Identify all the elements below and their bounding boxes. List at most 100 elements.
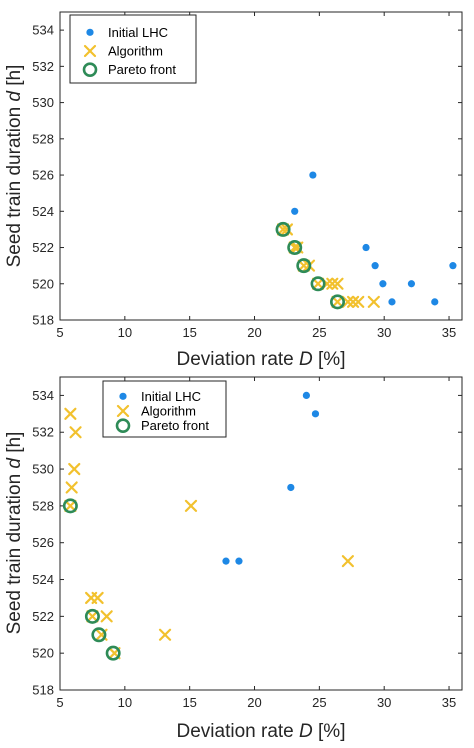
y-tick-label: 520 (32, 276, 54, 291)
x-tick-label: 10 (118, 695, 132, 710)
initial-lhc-point (222, 557, 230, 565)
legend-marker-pareto-front (82, 62, 98, 77)
x-axis-label-text: Deviation rate (177, 349, 300, 370)
series-pareto-front (62, 498, 121, 661)
initial-lhc-point (287, 483, 295, 492)
algorithm-point (311, 277, 325, 290)
legend-label-algorithm: Algorithm (108, 44, 163, 59)
algorithm-point (352, 295, 365, 308)
initial-lhc-point (309, 171, 317, 179)
algorithm-point (276, 223, 290, 236)
algorithm-point (100, 610, 113, 623)
pareto-front-point (296, 258, 312, 274)
y-axis-label-var: d (4, 457, 25, 469)
algorithm-point (341, 555, 354, 568)
pareto-front-point (287, 240, 303, 256)
algorithm-point (367, 295, 380, 308)
x-tick-label: 30 (377, 325, 391, 340)
legend-label-initial-lhc: Initial LHC (108, 25, 168, 40)
initial-lhc-point (291, 207, 299, 215)
x-tick-label: 25 (312, 325, 326, 340)
series-algorithm (276, 223, 380, 308)
legend-marker-algorithm (83, 44, 97, 58)
pareto-front-point (310, 276, 326, 292)
y-tick-label: 528 (32, 498, 54, 513)
y-tick-label: 520 (32, 646, 54, 661)
pareto-front-point (105, 645, 121, 661)
series-pareto-front (275, 221, 346, 310)
pareto-front-point (62, 498, 78, 514)
legend-marker-pareto-front (115, 418, 131, 433)
legend-label-pareto-front: Pareto front (108, 62, 176, 77)
legend-marker-initial-lhc (119, 392, 127, 400)
algorithm-point (280, 223, 294, 236)
y-tick-label: 528 (32, 131, 54, 146)
series-initial-lhc (222, 391, 320, 565)
y-tick-label: 524 (32, 204, 54, 219)
series-algorithm (64, 407, 354, 660)
x-tick-label: 15 (182, 325, 196, 340)
chart-2: 5 10 15 20 25 30 35 518 520 522 524 526 528 530 532 534… (4, 376, 463, 742)
y-tick-label: 526 (32, 168, 54, 183)
legend-label-pareto-front: Pareto front (141, 418, 209, 433)
x-axis-label-unit: [%] (313, 721, 346, 742)
y-tick-label: 526 (32, 535, 54, 550)
x-axis-label-unit: [%] (313, 349, 346, 370)
y-axis-label-unit: [h] (4, 65, 25, 91)
x-tick-label: 20 (247, 695, 261, 710)
y-tick-label: 522 (32, 240, 54, 255)
legend-marker-initial-lhc (86, 28, 94, 36)
y-tick-label: 530 (32, 95, 54, 110)
x-tick-label: 30 (377, 695, 391, 710)
x-axis-label: Deviation rate D [%] (177, 721, 346, 742)
pareto-front-point (275, 221, 291, 237)
plot-area-frame (59, 376, 463, 691)
algorithm-point (331, 295, 344, 308)
y-axis-label-text: Seed train duration (4, 469, 25, 635)
legend: Initial LHC Algorithm Pareto front (69, 14, 197, 84)
plot-area-frame (59, 11, 463, 321)
initial-lhc-point (302, 391, 310, 400)
algorithm-point (86, 610, 99, 623)
initial-lhc-point (431, 298, 439, 306)
y-tick-label: 518 (32, 683, 54, 698)
x-tick-label: 10 (118, 325, 132, 340)
initial-lhc-point (379, 280, 387, 288)
initial-lhc-point (362, 243, 370, 252)
y-axis-label-var: d (4, 90, 25, 102)
x-tick-label: 5 (56, 325, 63, 340)
x-axis-label-var: D (299, 721, 313, 742)
y-tick-label: 534 (32, 388, 54, 403)
y-axis-label: Seed train duration d [h] (4, 432, 25, 635)
x-tick-label: 35 (442, 325, 456, 340)
y-tick-label: 518 (32, 313, 54, 328)
y-axis-label-unit: [h] (4, 432, 25, 458)
chart-1: 5 10 15 20 25 30 35 518 520 522 524 526 528 530 532 534… (4, 11, 463, 370)
y-tick-label: 522 (32, 609, 54, 624)
x-tick-label: 15 (182, 695, 196, 710)
pareto-front-point (91, 627, 107, 643)
legend-marker-algorithm (116, 404, 130, 418)
y-tick-label: 534 (32, 23, 54, 38)
y-tick-label: 532 (32, 59, 54, 74)
x-tick-label: 5 (56, 695, 63, 710)
algorithm-point (288, 241, 301, 254)
y-tick-label: 524 (32, 572, 54, 587)
y-axis-label: Seed train duration d [h] (4, 65, 25, 268)
initial-lhc-point (371, 262, 379, 270)
initial-lhc-point (388, 298, 396, 306)
algorithm-point (184, 499, 198, 512)
x-axis-label: Deviation rate D [%] (177, 349, 346, 370)
legend-label-initial-lhc: Initial LHC (141, 389, 201, 404)
initial-lhc-point (407, 280, 416, 288)
algorithm-point (158, 628, 172, 641)
initial-lhc-point (449, 262, 457, 270)
y-tick-label: 530 (32, 462, 54, 477)
algorithm-point (331, 277, 344, 290)
legend-label-algorithm: Algorithm (141, 404, 196, 419)
algorithm-point (326, 277, 339, 290)
algorithm-point (346, 295, 360, 308)
pareto-front-point (330, 294, 346, 310)
series-initial-lhc (291, 171, 457, 306)
